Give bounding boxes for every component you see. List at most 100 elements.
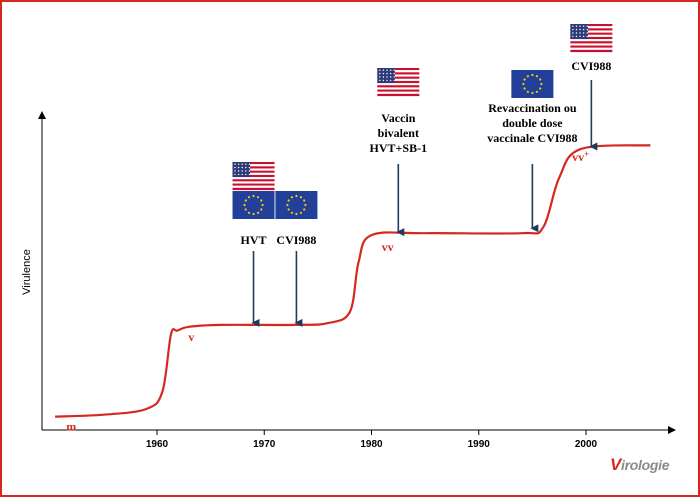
us-flag-stripe xyxy=(377,87,420,90)
us-flag-star xyxy=(575,25,578,27)
us-flag-stripe xyxy=(232,164,275,167)
us-flag-star xyxy=(579,28,581,31)
us-flag-star xyxy=(382,69,385,71)
us-flag-stripe xyxy=(232,187,275,191)
eu-flag-star xyxy=(256,211,260,214)
eu-flag-star xyxy=(522,82,525,86)
eu-flag-star xyxy=(247,196,251,199)
logo-initial: V xyxy=(610,455,622,474)
stage-label-3: vv+ xyxy=(572,149,589,164)
eu-flag-star xyxy=(286,203,289,207)
eu-flag-star xyxy=(290,211,294,214)
us-flag-star xyxy=(382,76,385,78)
us-flag-star xyxy=(582,25,585,27)
us-flag-star xyxy=(245,166,247,169)
eu-flag-star xyxy=(290,196,294,199)
us-flag-star xyxy=(579,32,581,34)
eu-flag-star xyxy=(531,73,534,77)
vaccine-label-2: Vaccin bivalent HVT+SB-1 xyxy=(370,111,428,155)
eu-flag-star xyxy=(287,208,290,211)
virologie-logo: Virologie xyxy=(610,455,670,475)
us-flag-star xyxy=(234,166,236,169)
us-flag-star xyxy=(582,28,585,31)
us-flag-star xyxy=(575,32,578,34)
eu-flag-star xyxy=(299,211,303,214)
eu-flag-star xyxy=(260,208,263,211)
us-flag-star xyxy=(386,79,388,82)
vaccine-label-line: vaccinale CVI988 xyxy=(487,131,577,145)
x-tick-label-1970: 1970 xyxy=(253,439,276,450)
vaccine-label-line: Revaccination ou xyxy=(488,101,577,115)
y-axis-label: Virulence xyxy=(21,249,33,295)
eu-flag-icon xyxy=(232,191,275,219)
us-flag-icon xyxy=(232,162,275,191)
us-flag-star xyxy=(572,28,574,31)
us-flag-star xyxy=(379,69,381,71)
us-flag-star xyxy=(248,166,251,169)
eu-flag-star xyxy=(295,194,298,198)
us-flag-stripe xyxy=(570,26,613,29)
us-flag-star xyxy=(386,72,388,75)
vaccine-label-line: HVT xyxy=(241,233,267,247)
us-flag-stripe xyxy=(377,89,420,92)
us-flag-star xyxy=(389,79,392,82)
stage-label-0: m xyxy=(66,420,76,434)
stage-label-1: v xyxy=(188,330,194,344)
us-flag-stripe xyxy=(570,30,613,33)
us-flag-star xyxy=(241,170,243,172)
us-flag-star xyxy=(382,72,385,75)
us-flag-star xyxy=(575,35,578,38)
eu-flag-star xyxy=(260,199,263,202)
us-flag-canton xyxy=(570,24,589,40)
us-flag-stripe xyxy=(570,32,613,35)
eu-flag-star xyxy=(531,91,534,95)
eu-flag-star xyxy=(261,203,264,207)
x-tick-label-1980: 1980 xyxy=(360,439,383,450)
us-flag-star xyxy=(393,72,395,75)
us-flag-star xyxy=(575,28,578,31)
us-flag-star xyxy=(582,35,585,38)
us-flag-stripe xyxy=(232,170,275,173)
vaccine-label-line: double dose xyxy=(502,116,563,130)
us-flag-stripe xyxy=(570,28,613,31)
us-flag-stripe xyxy=(570,36,613,40)
vaccine-label-line: CVI988 xyxy=(571,59,611,73)
us-flag-stripe xyxy=(232,177,275,180)
vaccine-annotation-2: Vaccin bivalent HVT+SB-1 xyxy=(370,68,428,237)
us-flag-star xyxy=(393,79,395,82)
us-flag-star xyxy=(245,163,247,165)
eu-flag-star xyxy=(247,211,251,214)
us-flag-star xyxy=(234,163,236,165)
us-flag-star xyxy=(237,173,240,176)
us-flag-star xyxy=(386,76,388,78)
eu-flag-star xyxy=(303,199,306,202)
us-flag-star xyxy=(572,35,574,38)
us-flag-star xyxy=(237,166,240,169)
us-flag-stripe xyxy=(377,76,420,79)
us-flag-stripe xyxy=(570,34,613,38)
us-flag-star xyxy=(248,163,251,165)
us-flag-stripe xyxy=(570,24,613,27)
vaccine-annotation-1: CVI988 xyxy=(275,191,318,327)
us-flag-star xyxy=(389,72,392,75)
us-flag-stripe xyxy=(232,183,275,186)
virulence-curve xyxy=(55,144,651,418)
us-flag-stripe xyxy=(232,185,275,188)
vaccine-label-3: Revaccination ou double dose vaccinale CVI… xyxy=(487,101,577,145)
eu-flag-star xyxy=(523,87,526,90)
us-flag-star xyxy=(241,166,243,169)
eu-flag-star xyxy=(523,78,526,81)
us-flag-star xyxy=(572,32,574,34)
vaccine-annotation-4: CVI988 xyxy=(570,24,613,151)
x-tick-label-1960: 1960 xyxy=(146,439,169,450)
us-flag-star xyxy=(241,163,243,165)
eu-flag-star xyxy=(244,199,247,202)
us-flag-stripe xyxy=(570,49,613,53)
eu-flag-star xyxy=(299,196,303,199)
eu-flag-star xyxy=(295,212,298,216)
us-flag-stripe xyxy=(377,91,420,94)
us-flag-star xyxy=(379,79,381,82)
us-flag-star xyxy=(579,25,581,27)
us-flag-stripe xyxy=(377,70,420,73)
